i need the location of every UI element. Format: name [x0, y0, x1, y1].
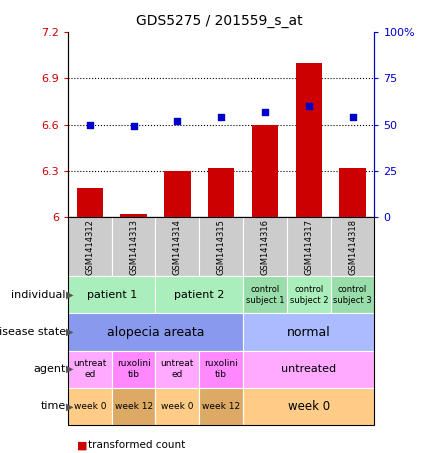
Text: week 12: week 12	[114, 402, 153, 411]
Bar	[339, 168, 366, 217]
Bar	[208, 168, 234, 217]
Text: control
subject 2: control subject 2	[290, 285, 328, 304]
Text: ▶: ▶	[66, 290, 74, 300]
Text: GSM1414312: GSM1414312	[85, 219, 94, 275]
Text: GDS5275 / 201559_s_at: GDS5275 / 201559_s_at	[136, 14, 302, 28]
Text: agent: agent	[33, 364, 66, 374]
Text: transformed count: transformed count	[88, 440, 185, 450]
Text: GSM1414316: GSM1414316	[261, 219, 269, 275]
Text: GSM1414315: GSM1414315	[217, 219, 226, 275]
Text: patient 1: patient 1	[87, 290, 137, 300]
Text: GSM1414317: GSM1414317	[304, 219, 313, 275]
Text: patient 2: patient 2	[174, 290, 225, 300]
Bar	[77, 188, 103, 217]
Text: ■: ■	[77, 440, 87, 450]
Point	[218, 114, 225, 121]
Bar	[296, 63, 322, 217]
Text: week 0: week 0	[288, 400, 330, 413]
Text: ▶: ▶	[66, 327, 74, 337]
Text: week 12: week 12	[202, 402, 240, 411]
Point	[349, 114, 356, 121]
Point	[86, 121, 93, 128]
Text: GSM1414313: GSM1414313	[129, 219, 138, 275]
Text: week 0: week 0	[161, 402, 194, 411]
Text: individual: individual	[11, 290, 66, 300]
Bar	[252, 125, 278, 217]
Text: GSM1414318: GSM1414318	[348, 219, 357, 275]
Point	[130, 123, 137, 130]
Bar	[164, 171, 191, 217]
Text: normal: normal	[287, 326, 331, 338]
Text: control
subject 3: control subject 3	[333, 285, 372, 304]
Point	[174, 117, 181, 125]
Text: ruxolini
tib: ruxolini tib	[204, 360, 238, 379]
Text: week 0: week 0	[74, 402, 106, 411]
Text: time: time	[40, 401, 66, 411]
Bar	[120, 214, 147, 217]
Text: control
subject 1: control subject 1	[246, 285, 284, 304]
Text: ▶: ▶	[66, 364, 74, 374]
Text: alopecia areata: alopecia areata	[107, 326, 204, 338]
Text: untreat
ed: untreat ed	[161, 360, 194, 379]
Point	[305, 102, 312, 110]
Text: GSM1414314: GSM1414314	[173, 219, 182, 275]
Text: ruxolini
tib: ruxolini tib	[117, 360, 151, 379]
Text: untreated: untreated	[281, 364, 336, 374]
Text: untreat
ed: untreat ed	[73, 360, 106, 379]
Point	[261, 108, 268, 115]
Text: ▶: ▶	[66, 401, 74, 411]
Text: disease state: disease state	[0, 327, 66, 337]
